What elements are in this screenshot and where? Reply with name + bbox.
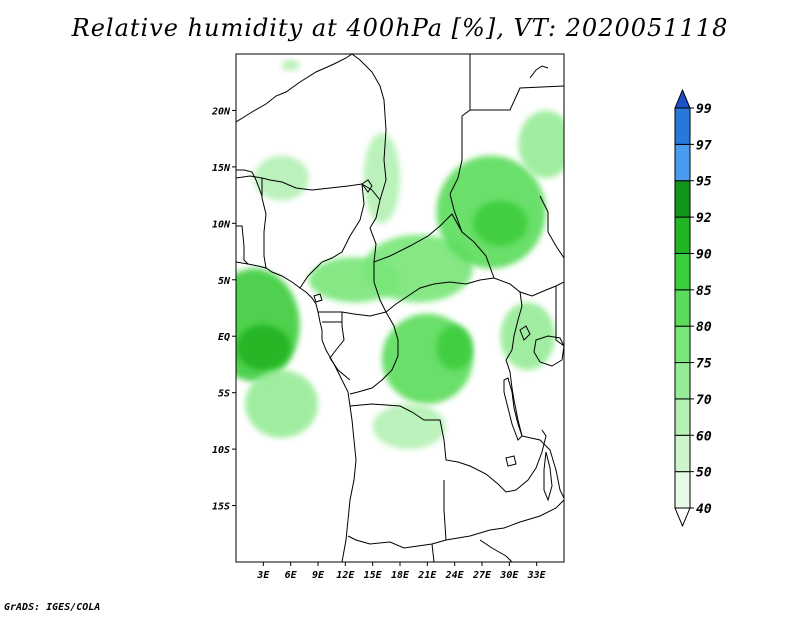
humidity-region-sudan-core [472,200,528,246]
lake-victoria [533,335,564,367]
humidity-region-drc-south-patch [372,403,446,450]
border-drc-uganda [505,291,523,361]
humidity-region-chad-north-plume [363,133,400,224]
humidity-region-northeast-sudan [518,110,564,179]
lake-tanganyika [503,377,523,441]
colorbar-swatch [674,289,691,327]
y-tick-label: 10N [212,219,231,230]
border-drc-zambia [515,429,547,491]
colorbar-low-triangle [674,507,691,528]
humidity-region-nigeria-north [254,155,309,201]
colorbar-swatch [674,216,691,254]
border-rwanda-burundi [505,359,515,401]
border-botswana [479,539,513,562]
border-egypt-sudan [470,85,564,111]
lake-mweru [505,455,517,467]
y-tick-label: 5N [218,276,231,287]
border-uganda-kenya [555,286,564,347]
colorbar-high-triangle [674,88,691,109]
y-tick-label: EQ [218,332,230,343]
colorbar-level-label: 80 [696,320,712,335]
y-tick-label: 15S [212,502,230,513]
x-tick-label: 6E [285,570,298,581]
y-axis: 20N 15N 10N 5N EQ 5S 10S 15S [211,106,236,513]
island-bioko [313,293,323,303]
border-zambia-south [445,499,564,541]
border-burkina-niger [236,169,263,197]
border-nigeria-cameroon [299,183,365,289]
x-tick-label: 18E [391,570,410,581]
border-chad-libya [351,54,387,201]
colorbar-level-label: 60 [696,429,712,444]
border-sudan-south-sudan [449,193,463,233]
border-angola-zambia [347,480,447,549]
colorbar-swatch [674,107,691,145]
colorbar-swatch [674,325,691,364]
x-tick-label: 24E [445,570,465,581]
lake-malawi [543,451,553,502]
border-namibia [431,543,435,562]
x-tick-label: 3E [256,570,270,581]
x-tick-label: 21E [417,570,437,581]
colorbar-swatch [674,143,691,182]
red-sea-coast [529,65,549,79]
colorbar-swatch [674,398,691,436]
x-axis: 3E 6E 9E 12E 15E 18E 21E 24E 27E 30E 33E [256,562,547,581]
x-tick-label: 27E [472,570,492,581]
map-title: Relative humidity at 400hPa [%], VT: 202… [71,14,729,42]
colorbar-level-label: 85 [696,284,712,299]
colorbar-level-label: 95 [696,175,712,190]
lake-chad [361,179,373,193]
colorbar-level-label: 40 [696,502,712,517]
humidity-region-angola-coast-tail [245,370,318,438]
humidity-region-gabon-congo-core [236,324,291,371]
colorbar-level-label: 50 [696,466,712,481]
x-tick-label: 12E [336,570,355,581]
colorbar-level-label: 90 [696,247,712,262]
country-borders [236,54,564,562]
colorbar-level-label: 92 [696,211,712,226]
y-tick-label: 10S [212,445,230,456]
colorbar-level-label: 70 [696,393,712,408]
colorbar-swatch [674,180,691,218]
lake-kivu [519,325,531,341]
border-cameroon-car [373,262,387,313]
humidity-region-niger-north-spot [281,59,300,71]
colorbar-swatch [674,434,691,473]
colorbar-level-label: 97 [696,138,712,153]
colorbar: 40 50 60 70 75 80 85 90 92 95 97 99 [674,88,712,528]
border-tanzania-drc [513,399,564,499]
grads-credit: GrADS: IGES/COLA [4,602,101,613]
border-congo-drc [349,311,399,395]
colorbar-swatch [674,471,691,509]
border-niger-north [236,54,353,123]
border-ghana-togo [236,225,249,265]
x-tick-label: 30E [499,570,519,581]
y-tick-label: 15N [212,163,231,174]
y-tick-label: 5S [218,389,230,400]
humidity-region-congo-basin-core [436,324,473,371]
x-tick-label: 15E [364,570,383,581]
x-tick-label: 33E [527,570,547,581]
colorbar-swatch [674,362,691,400]
colorbar-level-label: 99 [696,102,712,117]
x-tick-label: 9E [312,570,325,581]
border-sudan-north [449,54,471,195]
border-chad-car [369,189,495,279]
border-ethiopia [539,195,564,259]
border-drc-angola [349,403,517,493]
colorbar-level-label: 75 [696,357,712,372]
border-car-drc [385,277,495,313]
border-niger-nigeria [236,175,373,191]
humidity-region-central-african-republic [363,234,473,303]
border-gabon-congo [329,312,351,381]
colorbar-swatch [674,252,691,291]
coastline-angola [341,405,357,562]
border-cameroon-gabon [318,311,387,317]
y-tick-label: 20N [211,106,231,117]
